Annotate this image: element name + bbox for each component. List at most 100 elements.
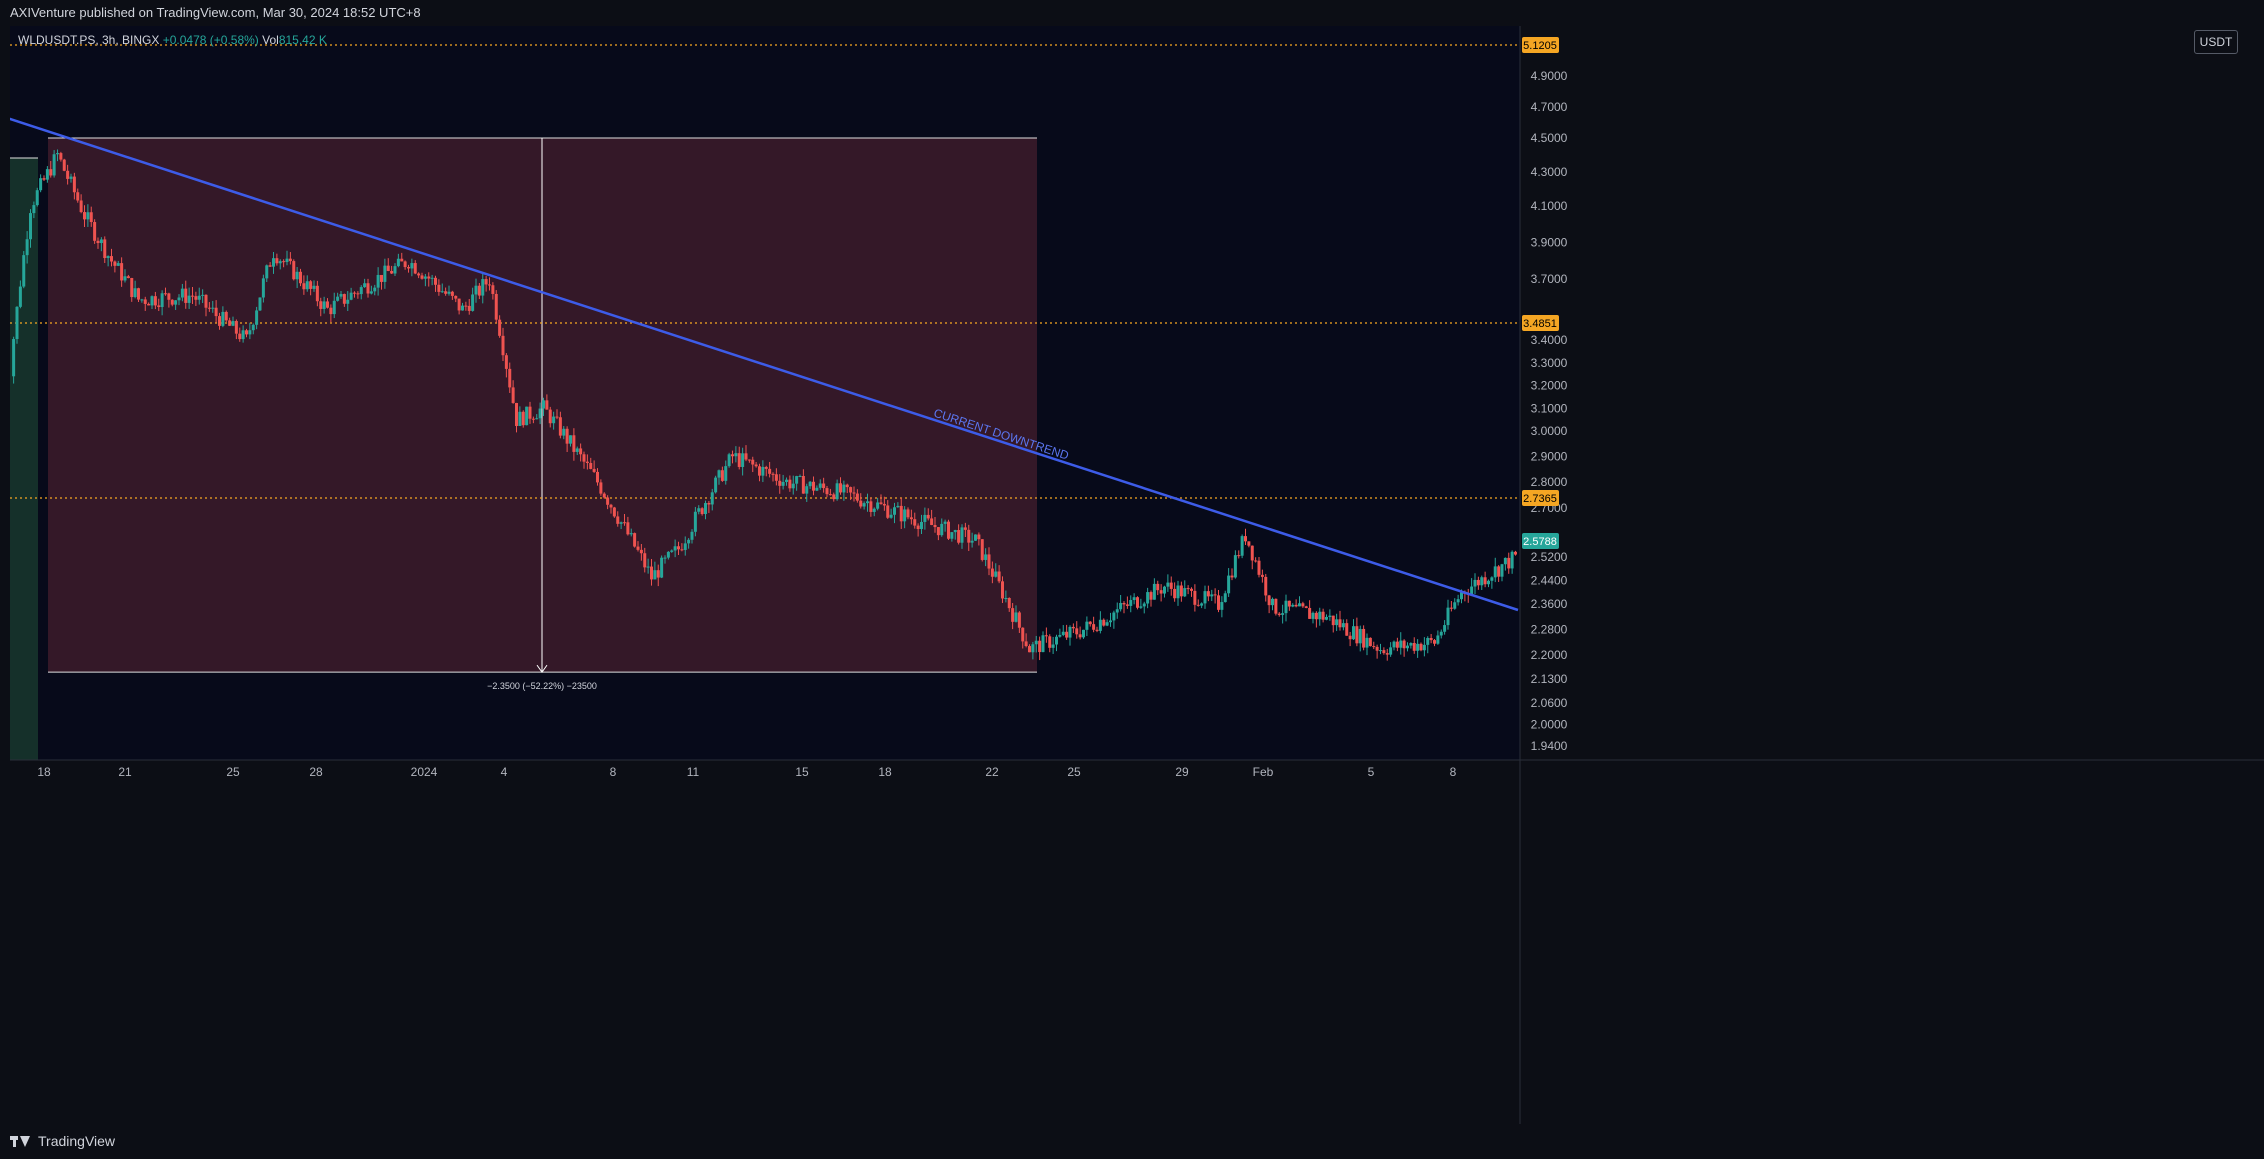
candle-body [1446,607,1450,626]
y-tick-label: 1.9400 [1531,739,1568,753]
candle-body [302,283,306,290]
candle-body [612,507,616,517]
candle-body [963,527,967,530]
candle-body [940,523,944,536]
candle-body [1433,640,1436,644]
candle-body [825,488,829,495]
chart-area[interactable]: −2.3500 (−52.22%) −23500 CURRENT DOWNTREN… [10,26,2264,1124]
candle-body [309,281,313,289]
candle-body [1109,620,1112,623]
currency-unit-button[interactable]: USDT [2194,30,2238,54]
candle-body [1244,536,1247,542]
candle-body [1082,629,1085,638]
candle-body [666,551,670,558]
candle-body [1510,551,1514,569]
candle-body [1014,612,1018,622]
candle-body [778,480,782,486]
candle-body [828,494,832,496]
x-tick-label: 18 [878,765,892,779]
candle-body [143,299,147,304]
candle-body [585,461,589,464]
candle-body [619,522,623,524]
candle-body [1048,636,1052,648]
candle-body [896,505,900,508]
candle-body [1406,645,1409,649]
candle-body [707,503,711,505]
x-tick-label: 8 [610,765,617,779]
candle-body [768,468,772,474]
measure-arrow-head [536,664,548,674]
candle-body [623,522,626,524]
candle-body [52,154,56,176]
price-label-text: 3.4851 [1523,318,1557,330]
candle-body [93,222,97,241]
candle-body [187,295,191,303]
y-tick-label: 2.9000 [1531,449,1568,463]
candle-body [1264,576,1268,596]
candle-body [1439,631,1443,636]
candle-body [359,287,363,295]
candle-body [349,292,353,300]
candle-body [386,265,390,271]
x-tick-label: 28 [309,765,323,779]
candle-body [1149,592,1153,600]
candle-body [1007,598,1011,609]
candle-body [1422,644,1426,651]
candle-body [1220,602,1224,610]
candle-body [228,320,232,326]
candle-body [184,288,188,303]
candle-body [413,263,417,274]
y-tick-label: 2.2800 [1531,623,1568,637]
candle-body [872,508,876,512]
candle-body [859,500,863,507]
candle-body [565,428,569,444]
candle-body [474,285,478,295]
candle-body [83,212,86,220]
candle-body [1460,591,1463,600]
candle-body [427,276,431,279]
candle-body [1355,626,1359,644]
candle-body [1487,580,1490,585]
y-tick-label: 2.4400 [1531,574,1568,588]
candle-body [1321,611,1325,620]
footer: TradingView [0,1124,2264,1159]
candle-body [1213,594,1217,596]
candle-body [1031,644,1035,653]
candle-body [1044,635,1048,637]
candle-body [957,530,961,543]
measure-label: −2.3500 (−52.22%) −23500 [487,681,597,691]
candle-body [238,333,242,340]
candle-body [1163,586,1166,594]
candle-body [943,521,947,524]
candle-body [1159,590,1163,594]
candle-body [322,301,326,309]
candle-body [369,291,373,294]
candle-body [812,481,815,491]
candle-body [815,487,819,491]
candle-body [383,265,387,282]
candle-body [1183,588,1187,597]
tradingview-logo[interactable]: TradingView [10,1133,115,1149]
candle-body [660,557,664,578]
candle-body [1041,635,1045,653]
candle-body [477,285,481,296]
candle-body [1230,575,1234,578]
candle-body [970,540,974,543]
y-tick-label: 4.7000 [1531,100,1568,114]
candle-body [822,483,826,489]
candle-body [855,493,859,501]
x-tick-label: 25 [1067,765,1081,779]
x-tick-label: 11 [687,765,700,779]
candle-body [849,487,853,493]
y-tick-label: 4.9000 [1531,69,1568,83]
candle-body [1206,591,1210,597]
candle-body [1412,642,1416,651]
candle-body [531,418,535,420]
candle-body [1237,555,1241,557]
candle-body [1024,641,1028,647]
candle-body [447,291,451,294]
candle-body [1294,604,1298,607]
candle-body [862,503,866,507]
candle-body [126,276,130,279]
